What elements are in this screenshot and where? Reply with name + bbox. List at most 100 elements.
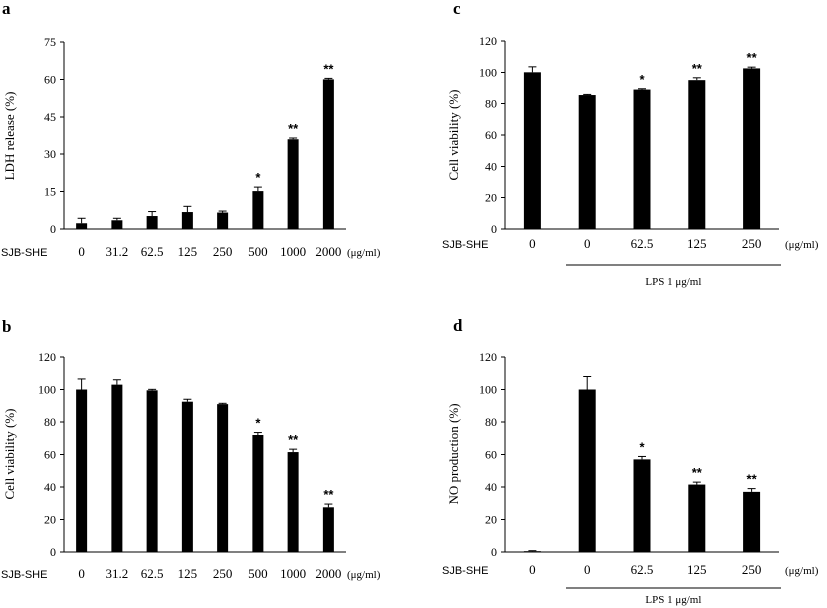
group-label: LPS 1 μg/ml: [645, 594, 701, 606]
bar-1: [578, 95, 596, 229]
bar-3: [688, 80, 706, 230]
bar-4: [217, 212, 229, 229]
y-tick-label: 40: [485, 480, 497, 494]
bar-2: [146, 390, 158, 552]
bar-2: [146, 216, 158, 229]
panel-letter: a: [2, 0, 11, 18]
x-tick-label: 250: [742, 236, 762, 251]
y-tick-label: 0: [50, 545, 56, 559]
y-tick-label: 30: [44, 147, 56, 161]
bar-5: [252, 435, 264, 552]
x-tick-label: 0: [584, 562, 591, 577]
bar-0: [523, 72, 541, 229]
x-tick-label: 0: [78, 566, 85, 581]
bar-0: [76, 223, 88, 229]
x-tick-label: 0: [529, 562, 536, 577]
bar-1: [111, 220, 123, 229]
bar-2: [633, 89, 651, 229]
bar-0: [76, 389, 88, 552]
significance-mark: **: [747, 50, 758, 65]
row-label: SJB-SHE: [1, 569, 47, 581]
x-tick-label: 62.5: [141, 244, 164, 259]
y-tick-label: 0: [491, 545, 497, 559]
panel-letter: c: [453, 0, 461, 18]
unit-label: (μg/ml): [347, 569, 381, 581]
x-tick-label: 500: [248, 244, 268, 259]
row-label: SJB-SHE: [442, 239, 488, 251]
unit-label: (μg/ml): [785, 239, 819, 251]
x-tick-label: 250: [213, 566, 233, 581]
bar-5: [252, 191, 264, 229]
panel-letter: d: [453, 316, 463, 335]
bar-3: [181, 401, 193, 552]
panel-c: c 0 20 40 60 80 100 120 Cell viability (%) 0 0 * 62.…: [442, 0, 819, 288]
panel-b: b 0 20 40 60 80 100 120 Cell viability (%) 0 31.2 6…: [1, 317, 381, 581]
x-tick-label: 250: [742, 562, 762, 577]
significance-mark: *: [255, 416, 261, 431]
x-tick-label: 500: [248, 566, 268, 581]
y-tick-label: 80: [485, 415, 497, 429]
significance-mark: **: [747, 472, 758, 487]
y-tick-label: 45: [44, 110, 56, 124]
y-tick-label: 100: [479, 383, 497, 397]
y-tick-label: 120: [479, 34, 497, 48]
significance-mark: **: [288, 432, 299, 447]
panel-a: a 0 15 30 45 60 75 LDH release (%) 0 31.2 62.5 125 2…: [1, 0, 381, 259]
x-tick-label: 250: [213, 244, 233, 259]
x-tick-label: 125: [178, 244, 198, 259]
y-tick-label: 60: [485, 448, 497, 462]
x-tick-label: 125: [687, 562, 707, 577]
x-tick-label: 1000: [280, 566, 306, 581]
significance-mark: **: [692, 465, 703, 480]
unit-label: (μg/ml): [347, 247, 381, 259]
row-label: SJB-SHE: [1, 247, 47, 259]
significance-mark: *: [639, 72, 645, 87]
bar-0: [523, 551, 541, 552]
y-tick-label: 20: [44, 513, 56, 527]
y-axis-label: NO production (%): [446, 403, 461, 504]
y-axis-label: Cell viability (%): [2, 409, 17, 500]
x-tick-label: 1000: [280, 244, 306, 259]
group-label: LPS 1 μg/ml: [645, 276, 701, 288]
x-tick-label: 62.5: [631, 236, 654, 251]
y-tick-label: 80: [44, 415, 56, 429]
significance-mark: **: [323, 487, 334, 502]
significance-mark: *: [639, 439, 645, 454]
bar-4: [217, 404, 229, 552]
x-tick-label: 62.5: [141, 566, 164, 581]
significance-mark: **: [288, 121, 299, 136]
y-tick-label: 120: [479, 350, 497, 364]
y-tick-label: 40: [485, 159, 497, 173]
bar-1: [111, 384, 123, 552]
x-tick-label: 31.2: [106, 566, 129, 581]
x-tick-label: 2000: [315, 244, 341, 259]
y-tick-label: 100: [479, 65, 497, 79]
x-tick-label: 125: [178, 566, 198, 581]
y-tick-label: 0: [491, 222, 497, 236]
x-tick-label: 125: [687, 236, 707, 251]
x-tick-label: 0: [584, 236, 591, 251]
y-tick-label: 75: [44, 35, 56, 49]
bar-3: [688, 484, 706, 552]
bar-6: [287, 139, 299, 229]
x-tick-label: 62.5: [631, 562, 654, 577]
y-tick-label: 20: [485, 513, 497, 527]
x-tick-label: 0: [78, 244, 85, 259]
significance-mark: **: [692, 61, 703, 76]
panel-letter: b: [2, 317, 11, 336]
y-tick-label: 80: [485, 97, 497, 111]
significance-mark: **: [323, 61, 334, 76]
y-tick-label: 0: [50, 222, 56, 236]
unit-label: (μg/ml): [785, 565, 819, 577]
bar-3: [181, 212, 193, 229]
bar-2: [633, 459, 651, 552]
bar-1: [578, 389, 596, 552]
x-tick-label: 31.2: [106, 244, 129, 259]
significance-mark: *: [255, 170, 261, 185]
panel-d: d 0 20 40 60 80 100 120 NO production (%) 0 0 * 62.5…: [442, 316, 819, 606]
y-tick-label: 60: [44, 448, 56, 462]
bar-7: [322, 507, 334, 552]
y-tick-label: 60: [485, 128, 497, 142]
x-tick-label: 2000: [315, 566, 341, 581]
